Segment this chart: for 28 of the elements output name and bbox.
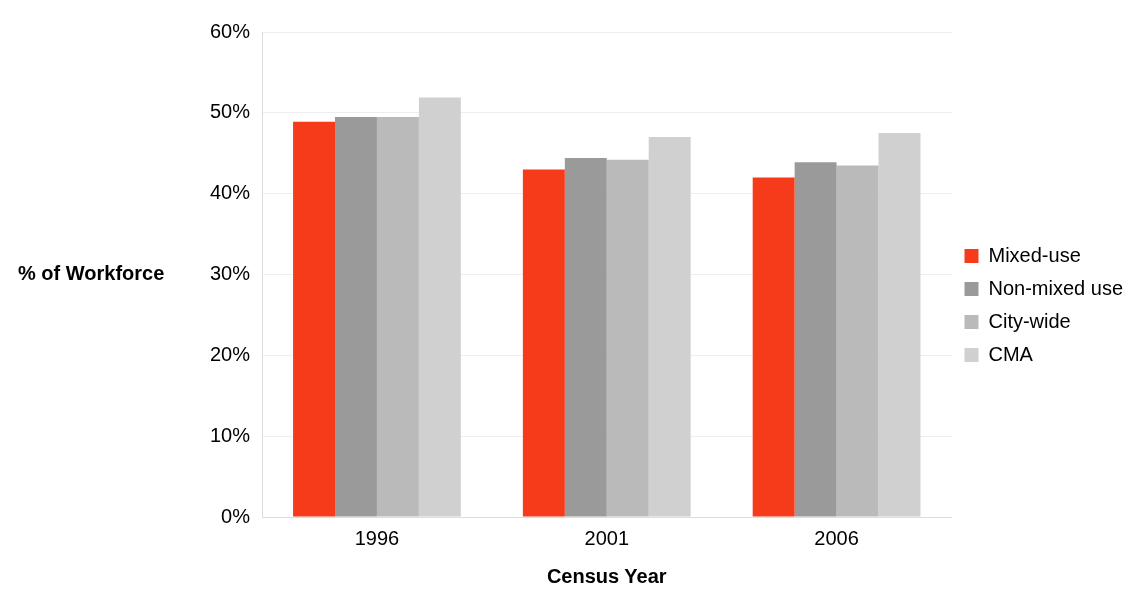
legend-label: City-wide	[988, 309, 1071, 332]
y-tick-label: 60%	[210, 19, 251, 42]
y-tick-label: 20%	[210, 342, 251, 365]
bar	[752, 177, 795, 517]
y-tick-label: 30%	[210, 262, 251, 285]
y-tick-label: 40%	[210, 181, 251, 204]
legend-label: Mixed-use	[988, 243, 1081, 266]
x-axis-title: Census Year	[546, 564, 667, 587]
bar	[522, 169, 565, 517]
x-tick-label: 2006	[814, 526, 859, 549]
bar	[836, 165, 879, 517]
x-tick-label: 2001	[584, 526, 630, 549]
bar	[418, 97, 461, 517]
bar	[335, 116, 377, 517]
y-tick-label: 10%	[210, 423, 251, 446]
y-tick-label: 0%	[221, 504, 251, 527]
bar	[648, 137, 691, 517]
bar	[878, 133, 921, 517]
y-tick-label: 50%	[210, 100, 251, 123]
bar	[564, 158, 607, 517]
bar	[376, 116, 419, 517]
x-tick-label: 1996	[354, 526, 400, 549]
bar	[293, 121, 335, 517]
bar	[794, 162, 837, 517]
legend-label: CMA	[988, 342, 1034, 365]
bar	[606, 159, 649, 517]
legend-label: Non-mixed use	[988, 276, 1124, 299]
y-axis-title: % of Workforce	[18, 262, 165, 285]
